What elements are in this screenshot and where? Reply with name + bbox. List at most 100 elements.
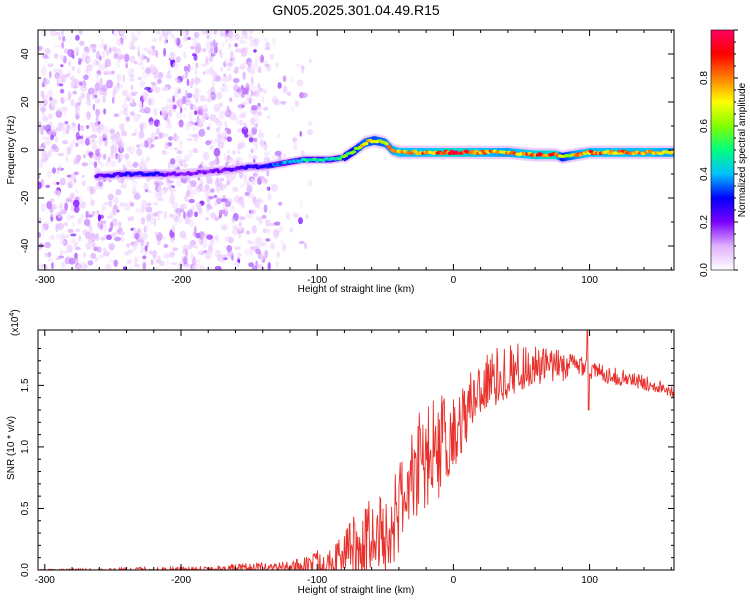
noise-speckle <box>243 179 250 187</box>
noise-speckle <box>265 238 271 242</box>
ridge-core <box>413 149 418 153</box>
noise-speckle <box>61 126 69 135</box>
noise-speckle <box>106 79 114 89</box>
noise-speckle <box>249 30 254 35</box>
noise-speckle <box>146 241 150 248</box>
noise-speckle <box>192 147 198 154</box>
noise-speckle <box>275 62 279 68</box>
noise-speckle <box>250 107 254 111</box>
noise-speckle <box>45 94 49 99</box>
noise-speckle <box>73 171 79 176</box>
noise-speckle <box>221 184 228 188</box>
noise-speckle <box>163 243 169 248</box>
noise-speckle <box>97 160 102 164</box>
noise-speckle <box>41 105 45 114</box>
noise-speckle <box>216 129 220 136</box>
noise-speckle <box>146 213 151 223</box>
noise-speckle <box>239 113 247 119</box>
noise-speckle <box>154 177 162 183</box>
colorbar-axes: 0.0 0.2 0.4 0.6 0.8 <box>699 29 738 277</box>
noise-speckle <box>246 67 253 73</box>
noise-speckle <box>163 253 171 259</box>
noise-speckle <box>56 169 60 175</box>
noise-speckle <box>265 41 271 50</box>
noise-speckle <box>71 199 74 208</box>
noise-speckle <box>251 104 258 111</box>
noise-speckle <box>258 253 266 260</box>
noise-speckle <box>233 195 241 204</box>
noise-speckle <box>127 216 132 222</box>
noise-speckle <box>267 192 272 201</box>
noise-speckle <box>205 41 211 50</box>
y-tick-label: 40 <box>20 48 31 60</box>
noise-speckle <box>168 136 173 141</box>
noise-speckle <box>80 92 86 99</box>
noise-speckle <box>287 91 292 97</box>
noise-speckle <box>206 30 210 36</box>
noise-speckle <box>116 155 122 164</box>
noise-speckle <box>101 203 107 210</box>
noise-speckle <box>117 136 122 142</box>
noise-speckle <box>157 197 164 202</box>
noise-speckle <box>223 84 229 93</box>
noise-speckle <box>150 259 154 266</box>
noise-speckle <box>213 194 218 198</box>
noise-speckle <box>233 84 239 91</box>
noise-speckle <box>204 184 211 191</box>
snr-ylabel: SNR (10 * v/v) <box>6 416 17 480</box>
noise-speckle <box>252 144 256 154</box>
noise-speckle <box>200 94 206 102</box>
noise-speckle <box>271 155 279 160</box>
noise-speckle <box>59 248 63 257</box>
noise-speckle <box>182 163 188 168</box>
noise-speckle <box>205 56 209 65</box>
noise-speckle <box>124 114 131 123</box>
noise-speckle <box>146 137 153 144</box>
noise-speckle <box>131 187 137 196</box>
noise-speckle <box>65 198 73 203</box>
noise-speckle <box>139 108 147 114</box>
noise-speckle <box>99 254 105 259</box>
noise-speckle <box>98 43 105 49</box>
noise-speckle <box>52 205 56 210</box>
noise-speckle <box>165 103 170 111</box>
noise-speckle <box>180 107 183 114</box>
noise-speckle <box>249 96 253 103</box>
noise-speckle <box>112 88 117 95</box>
noise-speckle <box>42 113 46 122</box>
noise-speckle <box>102 137 107 141</box>
noise-speckle <box>50 129 57 136</box>
noise-speckle <box>119 144 124 153</box>
noise-speckle <box>44 48 51 54</box>
spectrogram-marks <box>38 30 674 270</box>
noise-speckle <box>51 234 55 240</box>
noise-speckle <box>136 30 142 37</box>
noise-speckle <box>92 59 99 67</box>
noise-speckle <box>136 45 140 53</box>
noise-speckle <box>157 185 161 192</box>
noise-speckle <box>80 84 88 92</box>
y-tick-label: 0.0 <box>20 563 31 577</box>
noise-speckle <box>155 30 161 35</box>
noise-speckle <box>118 221 122 227</box>
noise-speckle <box>63 222 69 227</box>
noise-speckle <box>130 95 134 105</box>
colorbar-tick-label: 0.4 <box>699 167 710 181</box>
noise-speckle <box>269 53 275 60</box>
noise-speckle <box>261 95 265 104</box>
noise-speckle <box>88 224 93 233</box>
snr-multiplier-exp: 4 <box>9 313 16 317</box>
noise-speckle <box>299 130 303 137</box>
noise-speckle <box>80 213 84 221</box>
noise-speckle <box>108 242 116 250</box>
noise-speckle <box>84 46 90 54</box>
noise-speckle <box>64 73 70 78</box>
noise-speckle <box>300 92 308 98</box>
noise-speckle <box>137 76 142 81</box>
noise-speckle <box>124 53 130 62</box>
noise-speckle <box>271 183 278 192</box>
noise-speckle <box>120 234 124 242</box>
noise-speckle <box>67 228 74 233</box>
noise-speckle <box>96 209 100 216</box>
noise-speckle <box>75 142 79 147</box>
